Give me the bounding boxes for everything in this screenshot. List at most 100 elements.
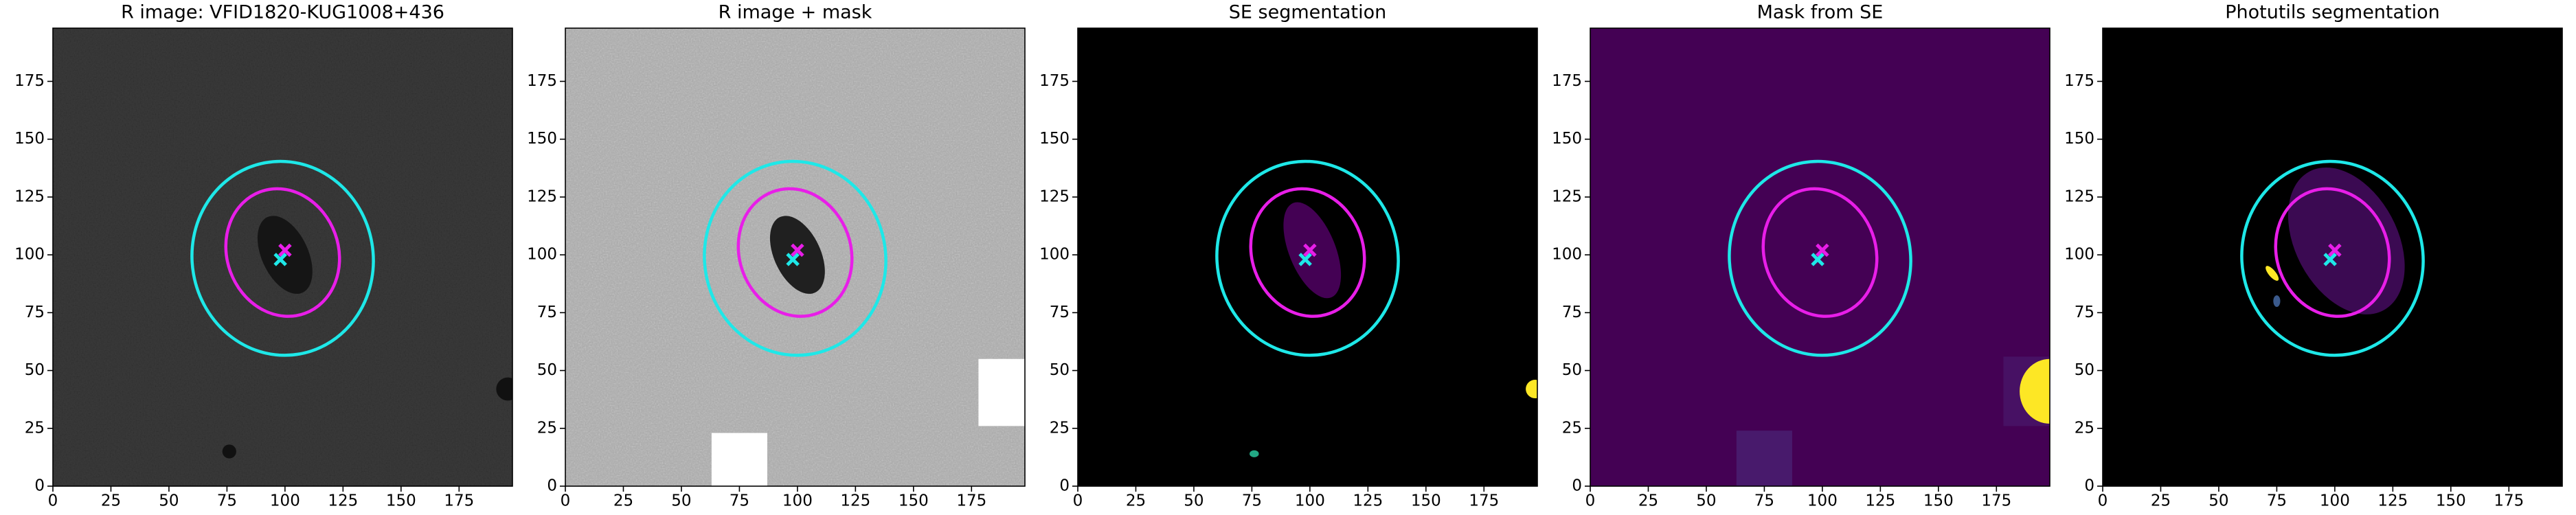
- center-marker: [1811, 253, 1824, 266]
- aperture-ellipse: [2274, 187, 2391, 318]
- x-tick-label: 25: [1126, 492, 1146, 510]
- x-tick-label: 175: [1981, 492, 2011, 510]
- y-tick-label: 25: [1050, 419, 1070, 437]
- x-tick-label: 125: [2377, 492, 2408, 510]
- aperture-ellipse: [1215, 159, 1400, 357]
- panel-title: R image: VFID1820-KUG1008+436: [121, 2, 444, 23]
- y-tick-label: 150: [1552, 130, 1582, 148]
- x-tick-label: 25: [2151, 492, 2171, 510]
- y-tick-label: 175: [2064, 72, 2094, 90]
- aperture-ellipse: [1761, 187, 1879, 318]
- center-marker: [786, 253, 800, 266]
- axes-frame: [565, 27, 1026, 487]
- x-tick-label: 50: [1184, 492, 1204, 510]
- x-tick-label: 25: [613, 492, 633, 510]
- x-tick-label: 75: [1242, 492, 1262, 510]
- x-tick-label: 0: [2098, 492, 2108, 510]
- aperture-ellipse: [1249, 187, 1366, 318]
- segment-region: [2273, 295, 2281, 307]
- panel-title: SE segmentation: [1229, 2, 1386, 23]
- segment-region: [1526, 380, 1537, 398]
- axes-frame: [2102, 27, 2563, 487]
- x-tick-label: 25: [101, 492, 121, 510]
- x-tick-label: 75: [730, 492, 749, 510]
- segment-region: [496, 377, 512, 401]
- segment-region: [2266, 266, 2279, 281]
- mask-region: [711, 433, 767, 486]
- x-tick-label: 150: [1923, 492, 1954, 510]
- center-marker: [2323, 253, 2337, 266]
- y-tick-label: 25: [25, 419, 45, 437]
- x-tick-label: 0: [561, 492, 571, 510]
- y-tick-label: 175: [527, 72, 557, 90]
- x-tick-label: 125: [1865, 492, 1895, 510]
- y-tick-label: 50: [25, 361, 45, 379]
- y-tick-label: 75: [537, 304, 557, 321]
- center-marker: [278, 243, 292, 258]
- x-tick-label: 75: [2267, 492, 2287, 510]
- y-tick-label: 175: [1552, 72, 1582, 90]
- y-tick-label: 75: [2075, 304, 2094, 321]
- mask-region: [978, 358, 1025, 426]
- segment-region: [1250, 450, 1259, 457]
- aperture-ellipse: [190, 159, 375, 357]
- y-tick-label: 50: [1050, 361, 1070, 379]
- x-tick-label: 125: [840, 492, 870, 510]
- x-tick-label: 100: [1807, 492, 1838, 510]
- y-tick-label: 125: [2064, 187, 2094, 205]
- y-tick-label: 100: [1552, 246, 1582, 264]
- x-tick-label: 75: [217, 492, 237, 510]
- y-tick-label: 50: [537, 361, 557, 379]
- x-tick-label: 175: [956, 492, 986, 510]
- aperture-ellipse: [703, 159, 888, 357]
- panel-title: Photutils segmentation: [2225, 2, 2440, 23]
- x-tick-label: 175: [1469, 492, 1499, 510]
- y-tick-label: 75: [1050, 304, 1070, 321]
- segment-region: [2287, 167, 2405, 314]
- segment-region: [2020, 358, 2050, 424]
- axes-frame: [1077, 27, 1538, 487]
- x-tick-label: 150: [2436, 492, 2466, 510]
- x-tick-label: 0: [1585, 492, 1596, 510]
- panel-title: Mask from SE: [1757, 2, 1884, 23]
- center-marker: [1298, 253, 1312, 266]
- x-tick-label: 175: [444, 492, 474, 510]
- y-tick-label: 100: [1039, 246, 1070, 264]
- x-tick-label: 0: [48, 492, 58, 510]
- aperture-ellipse: [2240, 159, 2425, 357]
- x-tick-label: 50: [2208, 492, 2228, 510]
- x-tick-label: 125: [328, 492, 358, 510]
- y-tick-label: 125: [1039, 187, 1070, 205]
- y-tick-label: 150: [1039, 130, 1070, 148]
- panel: [1590, 28, 2050, 486]
- y-tick-label: 150: [2064, 130, 2094, 148]
- axes-frame: [52, 27, 513, 487]
- panel: [565, 28, 1025, 486]
- y-tick-label: 100: [14, 246, 45, 264]
- y-tick-label: 175: [1039, 72, 1070, 90]
- aperture-ellipse: [1728, 159, 1912, 357]
- y-tick-label: 125: [14, 187, 45, 205]
- y-tick-label: 175: [14, 72, 45, 90]
- y-tick-label: 75: [1562, 304, 1582, 321]
- x-tick-label: 125: [1353, 492, 1383, 510]
- x-tick-label: 25: [1638, 492, 1658, 510]
- aperture-ellipse: [224, 187, 341, 318]
- x-tick-label: 100: [1295, 492, 1325, 510]
- y-tick-label: 0: [2084, 477, 2094, 495]
- center-marker: [1303, 243, 1317, 258]
- x-tick-label: 50: [1696, 492, 1716, 510]
- y-tick-label: 150: [14, 130, 45, 148]
- y-tick-label: 150: [527, 130, 557, 148]
- x-tick-label: 175: [2494, 492, 2524, 510]
- x-tick-label: 150: [899, 492, 929, 510]
- x-tick-label: 50: [159, 492, 179, 510]
- y-tick-label: 25: [537, 419, 557, 437]
- center-marker: [791, 243, 804, 258]
- y-tick-label: 75: [25, 304, 45, 321]
- y-tick-label: 25: [2075, 419, 2094, 437]
- y-tick-label: 100: [527, 246, 557, 264]
- y-tick-label: 0: [1059, 477, 1070, 495]
- aperture-ellipse: [736, 187, 854, 318]
